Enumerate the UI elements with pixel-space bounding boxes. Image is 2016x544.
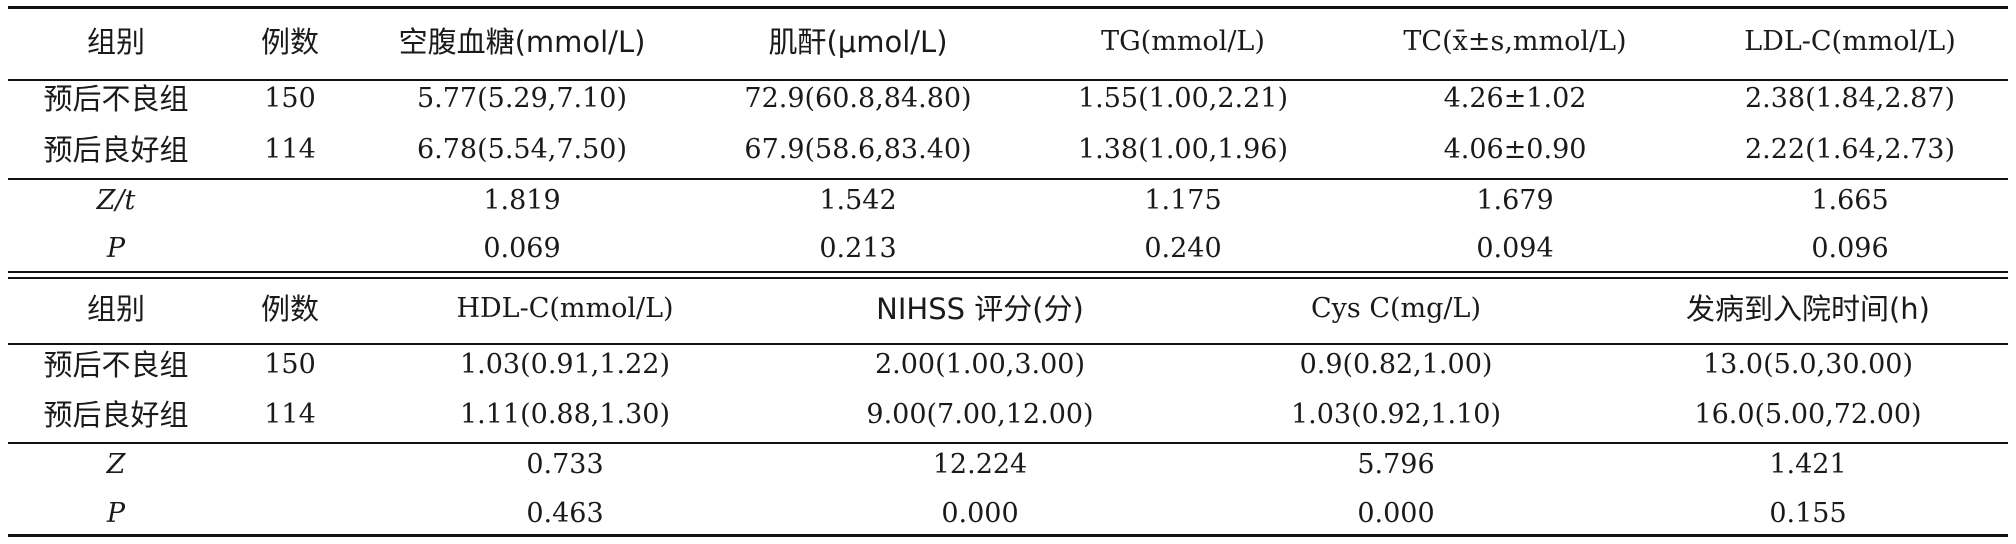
stat-label: P bbox=[106, 498, 126, 529]
onset-stat: 1.421 bbox=[1769, 449, 1847, 480]
table2-header-count: 例数 bbox=[260, 292, 320, 326]
cysc-value: 1.03(0.92,1.10) bbox=[1290, 399, 1502, 430]
onset-value: 16.0(5.00,72.00) bbox=[1694, 399, 1922, 430]
table1-header-glucose: 空腹血糖(mmol/L) bbox=[398, 25, 646, 59]
count-value: 150 bbox=[264, 83, 316, 114]
group-label: 预后不良组 bbox=[43, 82, 189, 116]
table-row: 预后不良组 150 5.77(5.29,7.10) 72.9(60.8,84.8… bbox=[0, 74, 2016, 124]
glucose-value: 6.78(5.54,7.50) bbox=[416, 134, 628, 165]
table-bottom-rule bbox=[8, 534, 2008, 537]
nihss-value: 2.00(1.00,3.00) bbox=[874, 349, 1086, 380]
tc-value: 4.06±0.90 bbox=[1443, 134, 1587, 165]
table1-header-tc: TC(x̄±s,mmol/L) bbox=[1403, 26, 1627, 57]
ldl-value: 2.38(1.84,2.87) bbox=[1744, 83, 1956, 114]
table1-header-group: 组别 bbox=[86, 25, 146, 59]
table-row: 预后良好组 114 6.78(5.54,7.50) 67.9(58.6,83.4… bbox=[0, 125, 2016, 175]
cysc-p: 0.000 bbox=[1357, 498, 1435, 529]
glucose-p: 0.069 bbox=[483, 233, 561, 264]
ldl-value: 2.22(1.64,2.73) bbox=[1744, 134, 1956, 165]
count-value: 114 bbox=[264, 134, 316, 165]
table2-header-hdl: HDL-C(mmol/L) bbox=[456, 293, 674, 324]
stats-row: P 0.069 0.213 0.240 0.094 0.096 bbox=[0, 224, 2016, 274]
stats-row: P 0.463 0.000 0.000 0.155 bbox=[0, 489, 2016, 539]
count-value: 150 bbox=[264, 349, 316, 380]
table-row: 预后良好组 114 1.11(0.88,1.30) 9.00(7.00,12.0… bbox=[0, 390, 2016, 440]
tg-value: 1.55(1.00,2.21) bbox=[1077, 83, 1289, 114]
nihss-p: 0.000 bbox=[941, 498, 1019, 529]
table2-header-cysc: Cys C(mg/L) bbox=[1311, 293, 1481, 324]
table2-header-group: 组别 bbox=[86, 292, 146, 326]
nihss-value: 9.00(7.00,12.00) bbox=[866, 399, 1094, 430]
hdl-value: 1.11(0.88,1.30) bbox=[459, 399, 671, 430]
creatinine-p: 0.213 bbox=[819, 233, 897, 264]
creatinine-value: 67.9(58.6,83.40) bbox=[744, 134, 972, 165]
table2-header-nihss: NIHSS 评分(分) bbox=[876, 292, 1084, 326]
onset-value: 13.0(5.0,30.00) bbox=[1702, 349, 1914, 380]
stat-label: Z bbox=[106, 449, 126, 480]
tg-value: 1.38(1.00,1.96) bbox=[1077, 134, 1289, 165]
double-rule-upper bbox=[8, 271, 2008, 273]
double-rule-lower bbox=[8, 277, 2008, 279]
table1-header-creatinine: 肌酐(μmol/L) bbox=[768, 25, 948, 59]
header-rule-1 bbox=[8, 79, 2008, 81]
stat-label: Z/t bbox=[96, 185, 136, 216]
stat-label: P bbox=[106, 233, 126, 264]
group-label: 预后不良组 bbox=[43, 348, 189, 382]
table-top-rule bbox=[8, 6, 2008, 9]
cysc-value: 0.9(0.82,1.00) bbox=[1299, 349, 1493, 380]
hdl-stat: 0.733 bbox=[526, 449, 604, 480]
group-label: 预后良好组 bbox=[43, 133, 189, 167]
creatinine-stat: 1.542 bbox=[819, 185, 897, 216]
header-rule-2 bbox=[8, 343, 2008, 345]
glucose-value: 5.77(5.29,7.10) bbox=[416, 83, 628, 114]
glucose-stat: 1.819 bbox=[483, 185, 561, 216]
nihss-stat: 12.224 bbox=[932, 449, 1028, 480]
stats-row: Z 0.733 12.224 5.796 1.421 bbox=[0, 440, 2016, 490]
table1-header-row: 组别 例数 空腹血糖(mmol/L) 肌酐(μmol/L) TG(mmol/L)… bbox=[0, 17, 2016, 67]
count-value: 114 bbox=[264, 399, 316, 430]
creatinine-value: 72.9(60.8,84.80) bbox=[744, 83, 972, 114]
tg-p: 0.240 bbox=[1144, 233, 1222, 264]
stats-row: Z/t 1.819 1.542 1.175 1.679 1.665 bbox=[0, 176, 2016, 226]
table2-header-onset: 发病到入院时间(h) bbox=[1685, 292, 1931, 326]
ldl-p: 0.096 bbox=[1811, 233, 1889, 264]
table-row: 预后不良组 150 1.03(0.91,1.22) 2.00(1.00,3.00… bbox=[0, 340, 2016, 390]
stats-rule-1 bbox=[8, 178, 2008, 180]
ldl-stat: 1.665 bbox=[1811, 185, 1889, 216]
table1-header-tg: TG(mmol/L) bbox=[1101, 26, 1265, 57]
stats-rule-2 bbox=[8, 442, 2008, 444]
hdl-value: 1.03(0.91,1.22) bbox=[459, 349, 671, 380]
hdl-p: 0.463 bbox=[526, 498, 604, 529]
table1-header-count: 例数 bbox=[260, 25, 320, 59]
table1-header-ldl: LDL-C(mmol/L) bbox=[1744, 26, 1956, 57]
tc-value: 4.26±1.02 bbox=[1443, 83, 1587, 114]
tg-stat: 1.175 bbox=[1144, 185, 1222, 216]
onset-p: 0.155 bbox=[1769, 498, 1847, 529]
tc-p: 0.094 bbox=[1476, 233, 1554, 264]
table2-header-row: 组别 例数 HDL-C(mmol/L) NIHSS 评分(分) Cys C(mg… bbox=[0, 284, 2016, 334]
group-label: 预后良好组 bbox=[43, 398, 189, 432]
tc-stat: 1.679 bbox=[1476, 185, 1554, 216]
cysc-stat: 5.796 bbox=[1357, 449, 1435, 480]
